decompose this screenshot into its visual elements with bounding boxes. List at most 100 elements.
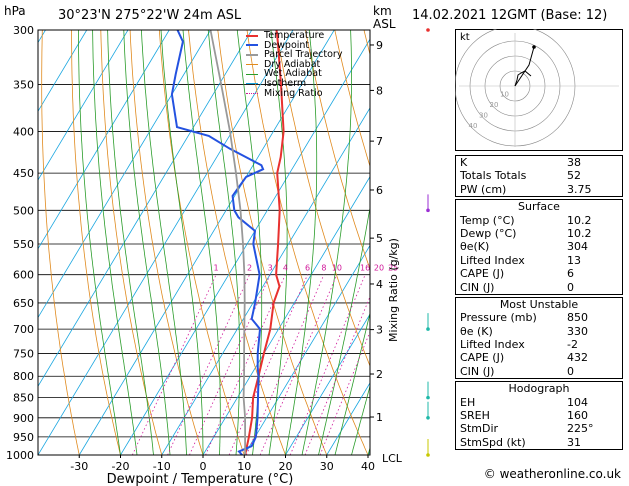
datetime-header: 14.02.2021 12GMT (Base: 12) <box>412 8 608 23</box>
dry-adiabat-line <box>158 30 245 455</box>
temp-tick-label: -30 <box>70 460 88 473</box>
legend-item-wet-adiabat: Wet Adiabat <box>246 69 342 79</box>
surface-title: Surface <box>518 200 560 214</box>
pressure-tick-label: 350 <box>13 78 34 91</box>
dry-adiabat-line <box>305 30 370 270</box>
km-tick-label: 9 <box>376 39 383 52</box>
dry-adiabat-line <box>71 30 121 455</box>
hodograph-table-title: Hodograph <box>508 382 570 396</box>
pressure-tick-label: 750 <box>13 347 34 360</box>
km-tick-label: 4 <box>376 278 383 291</box>
isotherm-line <box>243 244 370 455</box>
isotherm-line <box>38 30 129 181</box>
wind-barb-dot <box>426 395 430 400</box>
wet-adiabat-line <box>182 30 221 455</box>
hodograph-ring-label: 30 <box>479 112 488 120</box>
wind-barb-dot <box>426 327 430 331</box>
mixing-ratio-label: 16 <box>360 264 370 273</box>
surface-row: Lifted Index 13 <box>460 253 581 267</box>
wet-adiabat-line <box>141 30 187 455</box>
mixing-ratio-line <box>304 295 370 455</box>
indices-panel: K 38 Totals Totals 52 PW (cm) 3.75 Surface … <box>455 155 623 452</box>
wet-adiabat-line <box>334 311 370 455</box>
surface-row: CAPE (J) 6 <box>460 267 574 281</box>
pressure-tick-label: 850 <box>13 392 34 405</box>
mixing-ratio-label: 8 <box>321 264 326 273</box>
mixing-ratio-label: 20 <box>374 264 384 273</box>
dry-adiabat-line <box>334 30 370 168</box>
temp-tick-label: -10 <box>153 460 171 473</box>
km-tick-label: 1 <box>376 411 383 424</box>
wet-adiabat-line <box>285 30 318 455</box>
mixing-ratio-line <box>319 330 370 455</box>
wet-adiabat-line <box>351 384 370 455</box>
basic-indices: K 38 Totals Totals 52 PW (cm) 3.75 <box>455 155 623 198</box>
hodo-row: SREH 160 <box>460 409 588 423</box>
pressure-tick-label: 800 <box>13 370 34 383</box>
pressure-tick-label: 550 <box>13 238 34 251</box>
surface-row: CIN (J) 0 <box>460 280 574 294</box>
legend-item-isotherm: Isotherm <box>246 79 342 89</box>
pw-row: PW (cm) 3.75 <box>460 182 592 196</box>
temp-tick-label: 20 <box>279 460 293 473</box>
wet-adiabat-line <box>301 30 353 455</box>
dry-adiabat-line <box>129 30 204 455</box>
isotherm-line <box>161 107 370 455</box>
surface-row: Temp (°C) 10.2 <box>460 213 592 227</box>
dry-adiabat-line <box>100 30 163 455</box>
km-tick-label: 3 <box>376 324 383 337</box>
dry-adiabat-line <box>246 30 369 455</box>
copyright-footer: © weatheronline.co.uk <box>483 467 621 481</box>
dry-adiabat-line <box>188 30 286 455</box>
plot-frame <box>37 29 371 456</box>
pressure-tick-label: 450 <box>13 167 34 180</box>
surface-section: Surface Temp (°C) 10.2 Dewp (°C) 10.2 θe(K… <box>455 199 623 295</box>
mixing-ratio-label: 1 <box>214 264 219 273</box>
km-tick-label: 6 <box>376 184 383 197</box>
mixing-ratio-label: 10 <box>332 264 342 273</box>
pressure-tick-label: 700 <box>13 323 34 336</box>
hodograph-trace <box>514 46 535 87</box>
wet-adiabat-line <box>268 30 288 455</box>
k-index-row: K 38 <box>460 156 581 169</box>
temp-tick-label: 0 <box>200 460 207 473</box>
mixing-ratio-label: 6 <box>305 264 310 273</box>
hodograph-ring-label: 40 <box>469 122 478 130</box>
mu-row: CAPE (J) 432 <box>460 351 588 365</box>
mixing-ratio-line <box>259 274 338 455</box>
dry-adiabat-line <box>41 30 80 455</box>
hodograph-storm-arrow <box>514 70 532 87</box>
legend-item-dewpoint: Dewpoint <box>246 40 342 51</box>
legend-item-parcel: Parcel Trajectory <box>246 50 342 60</box>
km-tick-label: 5 <box>376 232 383 245</box>
wind-barb-dot <box>426 28 430 32</box>
mixing-ratio-line <box>228 274 308 455</box>
legend-item-mixing-ratio: Mixing Ratio <box>246 88 342 99</box>
pressure-tick-label: 300 <box>13 24 34 37</box>
lcl-label: LCL <box>382 452 403 465</box>
temperature-profile <box>244 30 285 455</box>
hodograph-section: Hodograph EH 104 SREH 160 StmDir 225° StmSp… <box>455 381 623 451</box>
wet-adiabat-line <box>318 205 370 455</box>
km-unit: km <box>373 4 392 18</box>
isotherm-line <box>38 30 88 113</box>
pressure-tick-label: 400 <box>13 126 34 139</box>
dewpoint-profile <box>170 30 265 455</box>
wet-adiabat-line <box>207 30 241 455</box>
wet-adiabat-line <box>107 30 154 455</box>
hodograph-ring-label: 20 <box>490 101 499 109</box>
mixing-ratio-label: 4 <box>283 264 288 273</box>
most-unstable-section: Most Unstable Pressure (mb) 850 θe (K) 330… <box>455 296 623 380</box>
hodo-row: EH 104 <box>460 395 588 409</box>
isotherm-line <box>285 313 370 455</box>
chart-legend: Temperature Dewpoint Parcel Trajectory D… <box>246 31 342 98</box>
pressure-unit: hPa <box>4 4 26 18</box>
right-axis-title: Mixing Ratio (g/kg) <box>387 238 400 342</box>
km-tick-label: 7 <box>376 135 383 148</box>
most-unstable-title: Most Unstable <box>499 297 579 311</box>
x-axis-title: Dewpoint / Temperature (°C) <box>107 472 294 486</box>
km-tick-label: 2 <box>376 368 383 381</box>
mu-row: θe (K) 330 <box>460 324 588 338</box>
mixing-ratio-line <box>131 274 217 455</box>
